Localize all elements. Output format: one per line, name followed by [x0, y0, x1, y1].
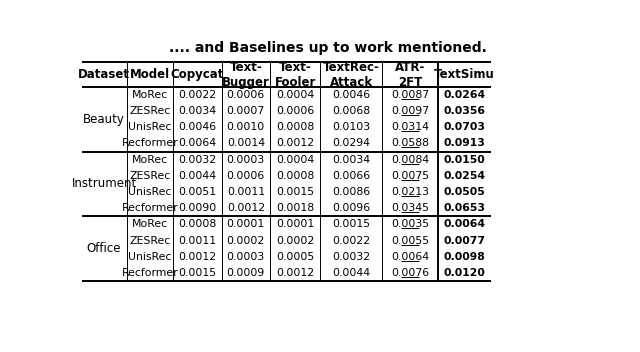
- Text: 0.0051: 0.0051: [179, 187, 216, 197]
- Text: 0.0007: 0.0007: [227, 106, 265, 116]
- Text: ATR-
2FT: ATR- 2FT: [395, 61, 426, 89]
- Text: 0.0066: 0.0066: [332, 171, 371, 181]
- Text: 0.0018: 0.0018: [276, 203, 314, 213]
- Text: Model: Model: [130, 68, 170, 81]
- Text: Recformer: Recformer: [122, 203, 178, 213]
- Text: 0.0345: 0.0345: [391, 203, 429, 213]
- Text: 0.0002: 0.0002: [227, 235, 265, 245]
- Text: 0.0008: 0.0008: [276, 122, 314, 132]
- Text: 0.0264: 0.0264: [444, 90, 486, 100]
- Text: 0.0032: 0.0032: [332, 252, 371, 262]
- Text: 0.0055: 0.0055: [391, 235, 429, 245]
- Text: 0.0009: 0.0009: [227, 268, 265, 278]
- Text: 0.0213: 0.0213: [391, 187, 429, 197]
- Text: 0.0703: 0.0703: [444, 122, 485, 132]
- Text: 0.0032: 0.0032: [179, 155, 216, 165]
- Text: 0.0314: 0.0314: [391, 122, 429, 132]
- Text: 0.0046: 0.0046: [332, 90, 371, 100]
- Text: 0.0064: 0.0064: [391, 252, 429, 262]
- Text: 0.0012: 0.0012: [179, 252, 216, 262]
- Text: 0.0064: 0.0064: [179, 138, 216, 149]
- Text: UnisRec: UnisRec: [128, 187, 172, 197]
- Text: TextRec-
Attack: TextRec- Attack: [323, 61, 380, 89]
- Text: 0.0294: 0.0294: [332, 138, 371, 149]
- Text: 0.0012: 0.0012: [276, 268, 314, 278]
- Text: 0.0077: 0.0077: [444, 235, 485, 245]
- Text: 0.0035: 0.0035: [391, 219, 429, 230]
- Text: 0.0044: 0.0044: [332, 268, 371, 278]
- Text: .... and Baselines up to work mentioned.: .... and Baselines up to work mentioned.: [169, 42, 487, 55]
- Text: Recformer: Recformer: [122, 138, 178, 149]
- Text: 0.0010: 0.0010: [227, 122, 265, 132]
- Text: 0.0012: 0.0012: [276, 138, 314, 149]
- Text: 0.0002: 0.0002: [276, 235, 314, 245]
- Text: 0.0015: 0.0015: [179, 268, 216, 278]
- Text: 0.0086: 0.0086: [332, 187, 371, 197]
- Text: Dataset: Dataset: [78, 68, 130, 81]
- Text: 0.0046: 0.0046: [179, 122, 216, 132]
- Text: 0.0022: 0.0022: [332, 235, 371, 245]
- Text: 0.0006: 0.0006: [227, 90, 265, 100]
- Text: 0.0254: 0.0254: [444, 171, 485, 181]
- Text: 0.0011: 0.0011: [227, 187, 265, 197]
- Text: 0.0034: 0.0034: [332, 155, 371, 165]
- Text: Beauty: Beauty: [83, 113, 125, 126]
- Text: 0.0008: 0.0008: [276, 171, 314, 181]
- Text: MoRec: MoRec: [132, 90, 168, 100]
- Text: 0.0084: 0.0084: [391, 155, 429, 165]
- Text: 0.0098: 0.0098: [444, 252, 485, 262]
- Text: 0.0653: 0.0653: [444, 203, 485, 213]
- Text: 0.0003: 0.0003: [227, 155, 265, 165]
- Text: 0.0097: 0.0097: [391, 106, 429, 116]
- Text: UnisRec: UnisRec: [128, 122, 172, 132]
- Text: 0.0008: 0.0008: [179, 219, 216, 230]
- Text: 0.0090: 0.0090: [179, 203, 216, 213]
- Text: TextSimu: TextSimu: [434, 68, 495, 81]
- Text: 0.0034: 0.0034: [179, 106, 216, 116]
- Text: Office: Office: [87, 242, 121, 255]
- Text: 0.0068: 0.0068: [332, 106, 371, 116]
- Text: Text-
Bugger: Text- Bugger: [222, 61, 270, 89]
- Text: 0.0012: 0.0012: [227, 203, 265, 213]
- Text: 0.0150: 0.0150: [444, 155, 485, 165]
- Text: 0.0005: 0.0005: [276, 252, 314, 262]
- Text: 0.0087: 0.0087: [391, 90, 429, 100]
- Text: Instrument: Instrument: [72, 177, 137, 190]
- Text: 0.0076: 0.0076: [391, 268, 429, 278]
- Text: 0.0004: 0.0004: [276, 90, 314, 100]
- Text: 0.0001: 0.0001: [227, 219, 265, 230]
- Text: 0.0075: 0.0075: [391, 171, 429, 181]
- Text: 0.0015: 0.0015: [276, 187, 314, 197]
- Text: Copycat: Copycat: [171, 68, 224, 81]
- Text: UnisRec: UnisRec: [128, 252, 172, 262]
- Text: 0.0014: 0.0014: [227, 138, 265, 149]
- Text: Text-
Fooler: Text- Fooler: [275, 61, 316, 89]
- Text: 0.0505: 0.0505: [444, 187, 485, 197]
- Text: 0.0022: 0.0022: [179, 90, 216, 100]
- Text: ZESRec: ZESRec: [129, 235, 170, 245]
- Text: 0.0006: 0.0006: [276, 106, 314, 116]
- Text: 0.0356: 0.0356: [444, 106, 485, 116]
- Text: 0.0015: 0.0015: [332, 219, 371, 230]
- Text: 0.0913: 0.0913: [444, 138, 485, 149]
- Text: MoRec: MoRec: [132, 219, 168, 230]
- Text: 0.0588: 0.0588: [391, 138, 429, 149]
- Text: 0.0001: 0.0001: [276, 219, 314, 230]
- Text: 0.0120: 0.0120: [444, 268, 485, 278]
- Text: ZESRec: ZESRec: [129, 106, 170, 116]
- Text: 0.0011: 0.0011: [179, 235, 216, 245]
- Text: ZESRec: ZESRec: [129, 171, 170, 181]
- Text: MoRec: MoRec: [132, 155, 168, 165]
- Text: Recformer: Recformer: [122, 268, 178, 278]
- Text: 0.0044: 0.0044: [179, 171, 216, 181]
- Text: 0.0003: 0.0003: [227, 252, 265, 262]
- Text: 0.0064: 0.0064: [444, 219, 485, 230]
- Text: 0.0103: 0.0103: [332, 122, 371, 132]
- Text: 0.0004: 0.0004: [276, 155, 314, 165]
- Text: 0.0006: 0.0006: [227, 171, 265, 181]
- Text: 0.0096: 0.0096: [332, 203, 371, 213]
